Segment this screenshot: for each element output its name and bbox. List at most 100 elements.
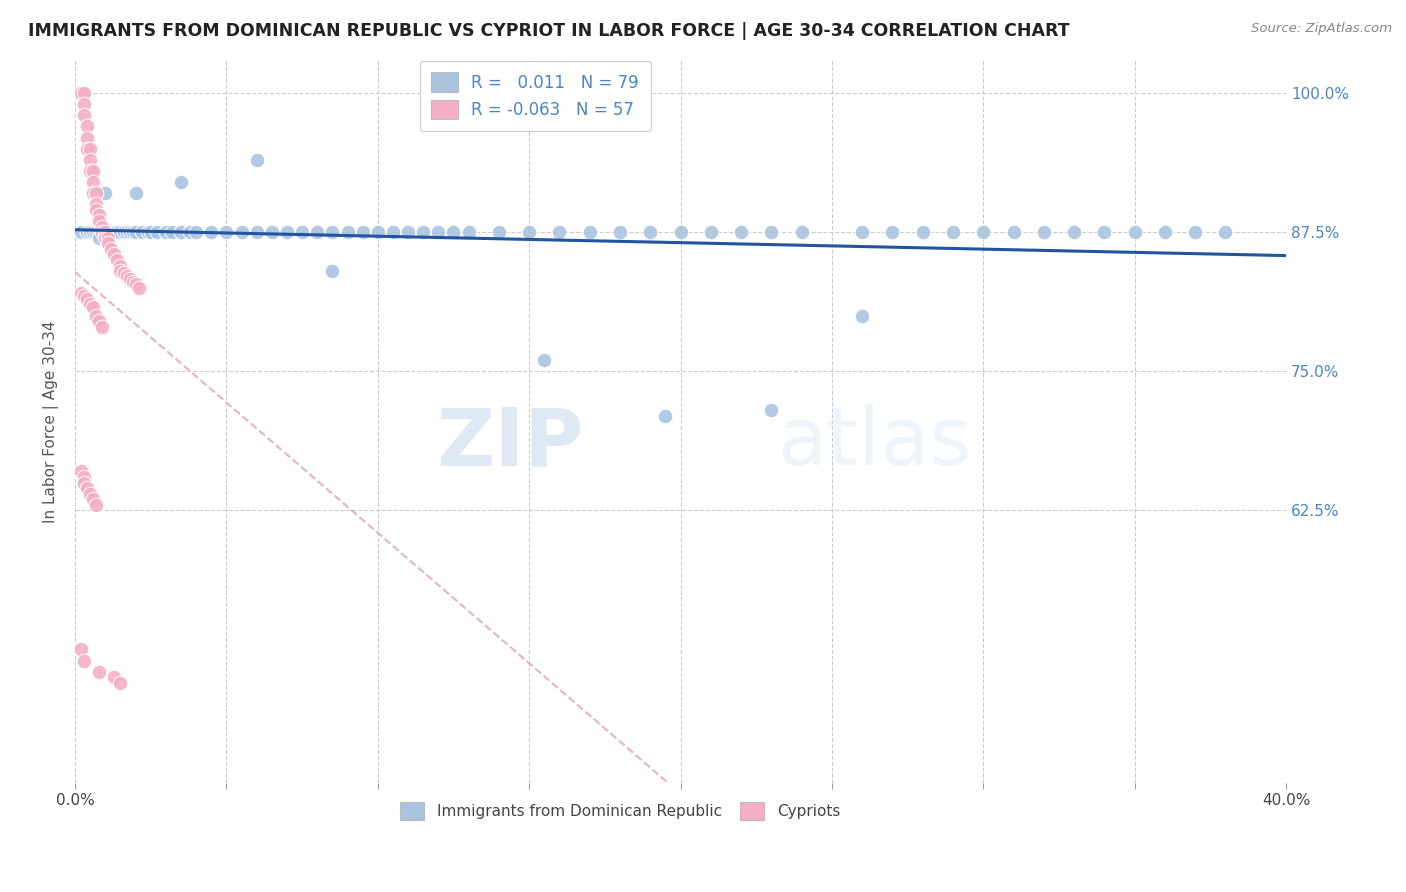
Point	[179, 225, 201, 239]
Point	[638, 225, 661, 239]
Point	[381, 225, 404, 239]
Point	[79, 153, 101, 167]
Point	[700, 225, 723, 239]
Point	[82, 175, 104, 189]
Point	[110, 225, 132, 239]
Point	[82, 225, 104, 239]
Point	[790, 225, 813, 239]
Point	[124, 225, 146, 239]
Point	[131, 225, 153, 239]
Point	[79, 164, 101, 178]
Point	[73, 288, 96, 302]
Point	[100, 225, 122, 239]
Point	[146, 225, 169, 239]
Text: IMMIGRANTS FROM DOMINICAN REPUBLIC VS CYPRIOT IN LABOR FORCE | AGE 30-34 CORRELA: IMMIGRANTS FROM DOMINICAN REPUBLIC VS CY…	[28, 22, 1070, 40]
Point	[128, 281, 150, 295]
Point	[669, 225, 692, 239]
Point	[396, 225, 419, 239]
Point	[942, 225, 965, 239]
Point	[67, 86, 90, 100]
Point	[291, 225, 314, 239]
Point	[110, 264, 132, 278]
Point	[79, 142, 101, 156]
Point	[761, 403, 783, 417]
Point	[170, 225, 193, 239]
Point	[103, 670, 125, 684]
Point	[79, 225, 101, 239]
Point	[367, 225, 389, 239]
Point	[1154, 225, 1177, 239]
Point	[89, 225, 111, 239]
Text: atlas: atlas	[778, 404, 972, 482]
Point	[84, 202, 107, 217]
Point	[89, 214, 111, 228]
Point	[136, 225, 159, 239]
Point	[73, 654, 96, 668]
Point	[112, 266, 135, 280]
Point	[412, 225, 434, 239]
Point	[70, 464, 93, 478]
Point	[321, 225, 343, 239]
Point	[73, 470, 96, 484]
Point	[70, 286, 93, 301]
Point	[115, 268, 138, 283]
Point	[73, 86, 96, 100]
Point	[70, 86, 93, 100]
Point	[107, 252, 129, 267]
Point	[730, 225, 752, 239]
Point	[321, 264, 343, 278]
Point	[215, 225, 238, 239]
Point	[548, 225, 571, 239]
Point	[1215, 225, 1237, 239]
Point	[1002, 225, 1025, 239]
Point	[76, 142, 98, 156]
Point	[110, 676, 132, 690]
Point	[89, 665, 111, 679]
Point	[97, 236, 120, 251]
Point	[79, 486, 101, 500]
Point	[882, 225, 904, 239]
Point	[260, 225, 283, 239]
Point	[84, 225, 107, 239]
Point	[100, 242, 122, 256]
Point	[76, 225, 98, 239]
Point	[851, 309, 873, 323]
Point	[851, 225, 873, 239]
Point	[91, 319, 114, 334]
Point	[276, 225, 298, 239]
Text: Source: ZipAtlas.com: Source: ZipAtlas.com	[1251, 22, 1392, 36]
Point	[443, 225, 465, 239]
Point	[1092, 225, 1115, 239]
Point	[82, 492, 104, 507]
Point	[73, 108, 96, 122]
Point	[118, 272, 141, 286]
Point	[1184, 225, 1206, 239]
Point	[91, 225, 114, 239]
Point	[246, 225, 269, 239]
Point	[1063, 225, 1085, 239]
Point	[124, 186, 146, 201]
Point	[533, 353, 555, 368]
Point	[89, 208, 111, 222]
Point	[139, 225, 162, 239]
Point	[124, 277, 146, 292]
Point	[70, 642, 93, 657]
Point	[79, 297, 101, 311]
Point	[94, 225, 117, 239]
Point	[91, 219, 114, 234]
Point	[103, 225, 125, 239]
Point	[246, 153, 269, 167]
Point	[94, 225, 117, 239]
Text: ZIP: ZIP	[436, 404, 583, 482]
Point	[1032, 225, 1054, 239]
Point	[97, 225, 120, 239]
Point	[457, 225, 479, 239]
Point	[1123, 225, 1146, 239]
Point	[336, 225, 359, 239]
Point	[170, 175, 193, 189]
Point	[517, 225, 540, 239]
Point	[97, 230, 120, 244]
Point	[110, 259, 132, 273]
Point	[73, 475, 96, 490]
Point	[427, 225, 450, 239]
